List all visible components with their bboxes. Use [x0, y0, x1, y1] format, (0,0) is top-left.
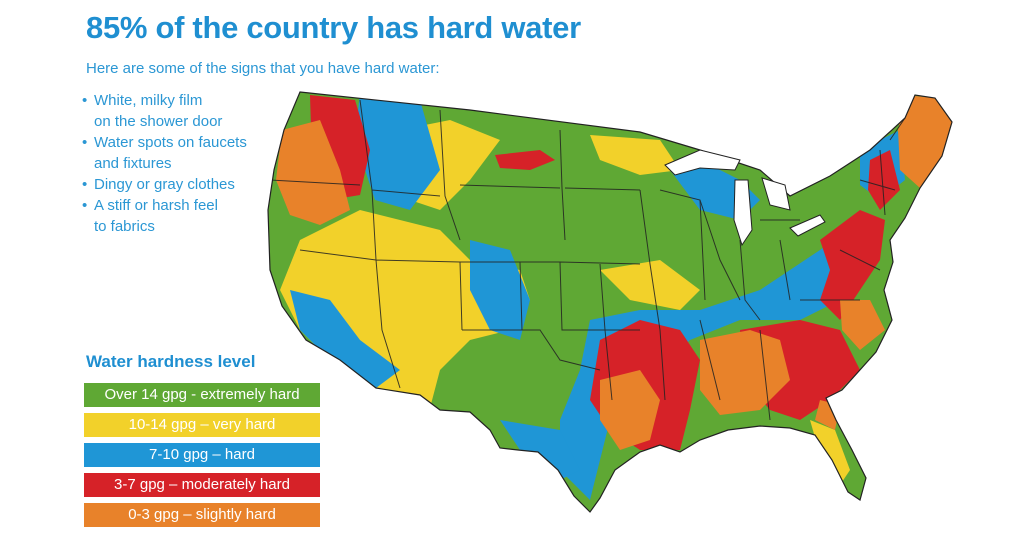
state-boundaries [269, 99, 906, 421]
subtitle: Here are some of the signs that you have… [86, 60, 440, 77]
sign-item: A stiff or harsh feel to fabrics [82, 195, 284, 237]
region-slight-new-england [898, 95, 952, 188]
region-slight-texas [600, 370, 660, 450]
region-slight-carolinas [840, 300, 885, 350]
hardness-legend: Over 14 gpg - extremely hard 10-14 gpg –… [84, 383, 320, 533]
sign-line: A stiff or harsh feel [94, 197, 218, 214]
sign-item: White, milky film on the shower door [82, 90, 284, 132]
lake-superior [664, 149, 741, 176]
sign-item: Dingy or gray clothes [82, 174, 284, 195]
region-hard-southeast [560, 220, 880, 500]
region-hard-northwest [355, 92, 440, 210]
legend-item-very-hard: 10-14 gpg – very hard [84, 413, 320, 437]
region-very-hard-plains [600, 260, 700, 310]
lake-erie [789, 214, 826, 237]
sign-line: to fabrics [94, 218, 155, 235]
hardness-regions [268, 92, 952, 512]
map-outline [267, 91, 953, 513]
region-hard-central [470, 240, 530, 340]
region-very-hard-florida [810, 420, 850, 485]
sign-line: on the shower door [94, 113, 223, 130]
legend-item-slightly-hard: 0-3 gpg – slightly hard [84, 503, 320, 527]
sign-item: Water spots on faucets and fixtures [82, 132, 284, 174]
lake-michigan [733, 179, 753, 247]
great-lakes [664, 149, 826, 247]
hard-water-signs-list: White, milky film on the shower door Wat… [82, 90, 284, 237]
region-hard-southwest [290, 290, 400, 388]
page-title: 85% of the country has hard water [86, 10, 581, 45]
legend-item-extremely-hard: Over 14 gpg - extremely hard [84, 383, 320, 407]
legend-item-moderately-hard: 3-7 gpg – moderately hard [84, 473, 320, 497]
lake-huron [761, 177, 791, 211]
sign-line: Water spots on faucets [94, 134, 247, 151]
sign-line: White, milky film [94, 92, 203, 109]
legend-title: Water hardness level [86, 352, 256, 371]
region-moderate-montana [495, 150, 555, 170]
region-hard-gulf-coast [500, 420, 580, 480]
region-slight-pacific [276, 120, 350, 225]
region-very-hard-northeast [590, 135, 680, 175]
legend-item-hard: 7-10 gpg – hard [84, 443, 320, 467]
sign-line: and fixtures [94, 155, 172, 172]
region-moderate-east-coast [820, 210, 885, 320]
sign-line: Dingy or gray clothes [94, 176, 235, 193]
region-moderate-northeast [868, 150, 900, 210]
